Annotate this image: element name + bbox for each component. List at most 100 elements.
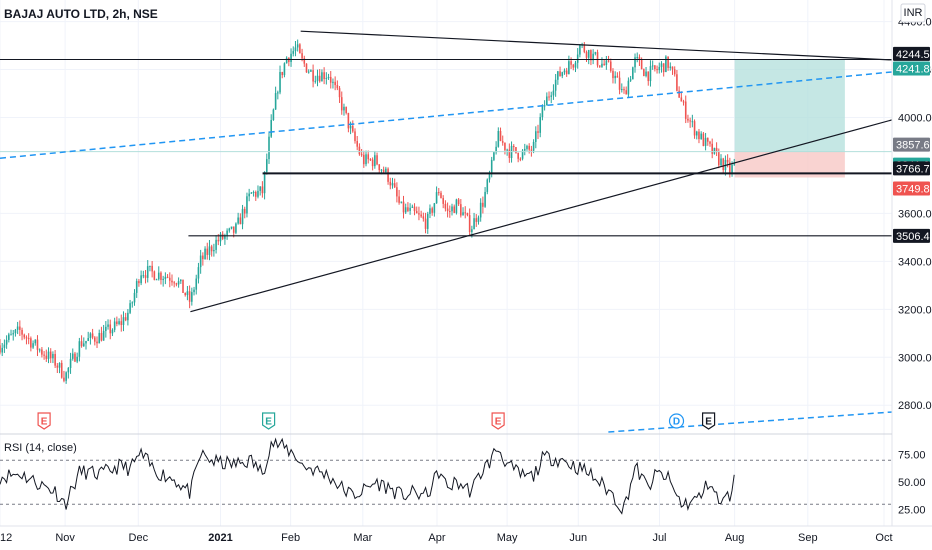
symbol-title: BAJAJ AUTO LTD, 2h, NSE (4, 7, 158, 21)
candle-body (561, 72, 564, 77)
candle-body (495, 146, 497, 153)
candle-body (718, 151, 720, 166)
candle-body (565, 70, 568, 75)
time-tick-label: Apr (428, 532, 445, 544)
candle-body (363, 154, 365, 165)
candle-body (671, 66, 674, 70)
candle-body (618, 77, 621, 90)
candle-body (404, 207, 407, 213)
candle-body (164, 276, 167, 279)
candle-body (252, 191, 255, 193)
candle-body (116, 321, 118, 324)
time-tick-label: Dec (129, 532, 149, 544)
candle-body (387, 168, 389, 182)
candle-body (177, 281, 180, 285)
candle-body (277, 92, 279, 94)
candle-body (523, 148, 526, 151)
candle-body (160, 272, 162, 280)
rsi-tick-label: 75.00 (898, 450, 926, 462)
candle-body (358, 146, 361, 155)
candle-body (140, 275, 142, 284)
candle-body (585, 51, 588, 58)
candle-body (16, 326, 19, 330)
candle-body (21, 329, 23, 335)
candle-body (248, 193, 250, 197)
candle-body (576, 54, 579, 63)
candle-body (554, 79, 557, 91)
candle-body (232, 226, 235, 233)
candle-body (122, 317, 125, 325)
currency-button[interactable]: INR (900, 3, 926, 23)
candle-body (437, 192, 440, 194)
candle-body (609, 61, 612, 71)
candle-body (711, 143, 713, 154)
candle-body (67, 367, 70, 373)
candle-body (702, 133, 705, 146)
candle-body (629, 79, 632, 81)
candle-body (504, 142, 506, 151)
candle-body (54, 353, 56, 366)
candle-body (224, 235, 226, 239)
time-axis[interactable]: 12 Nov Dec 2021 Feb Mar Apr May Jun Jul Aug Sep Oct (0, 532, 893, 544)
time-tick-label: Aug (725, 532, 745, 544)
candle-body (583, 44, 586, 52)
candle-body (124, 317, 127, 321)
candle-body (415, 211, 418, 214)
candle-body (413, 206, 416, 212)
candle-body (374, 155, 376, 167)
price-tag-bg (893, 161, 930, 176)
candle-body (213, 249, 215, 252)
candle-body (634, 57, 636, 68)
candle-body (45, 355, 48, 359)
candle-body (74, 353, 76, 362)
candle-body (365, 154, 367, 165)
time-tick-label: Oct (875, 532, 892, 544)
rsi-line (0, 437, 735, 515)
candle-body (594, 52, 597, 54)
candle-body (568, 61, 570, 75)
candle-body (446, 208, 449, 212)
candle-body (667, 56, 669, 68)
candle-body (206, 248, 209, 255)
candle-body (109, 324, 112, 334)
candle-body (453, 206, 456, 213)
price-tick-label: 3600.00 (898, 208, 932, 220)
candle-body (422, 216, 425, 219)
target-zone (734, 59, 845, 152)
candle-body (411, 206, 414, 208)
candle-body (647, 71, 650, 82)
candle-body (217, 239, 220, 242)
candle-body (100, 332, 103, 341)
candle-body (257, 190, 259, 197)
candle-body (14, 329, 17, 334)
candle-body (23, 334, 26, 338)
candle-body (347, 112, 350, 129)
candle-body (299, 44, 301, 54)
candle-body (563, 70, 566, 73)
candle-body (442, 198, 444, 204)
price-tag-label: 4241.80 (896, 64, 932, 76)
candle-body (290, 53, 292, 62)
candle-body (219, 233, 222, 242)
candle-body (369, 159, 372, 161)
candle-body (354, 131, 356, 142)
candle-body (673, 69, 676, 75)
candle-body (526, 145, 528, 149)
candle-body (186, 291, 189, 296)
candle-body (105, 326, 107, 331)
candle-body (475, 218, 478, 222)
candle-body (376, 155, 378, 165)
candle-body (230, 226, 233, 229)
candle-body (512, 145, 515, 148)
price-tag-label: 3749.80 (896, 183, 932, 195)
event-marker-e (701, 412, 716, 430)
candle-body (620, 88, 623, 90)
candle-body (85, 340, 87, 344)
candle-body (464, 212, 467, 214)
candle-body (429, 208, 431, 214)
candle-body (706, 137, 709, 142)
candle-body (473, 218, 475, 230)
candle-body (731, 164, 733, 173)
candle-body (202, 255, 204, 260)
